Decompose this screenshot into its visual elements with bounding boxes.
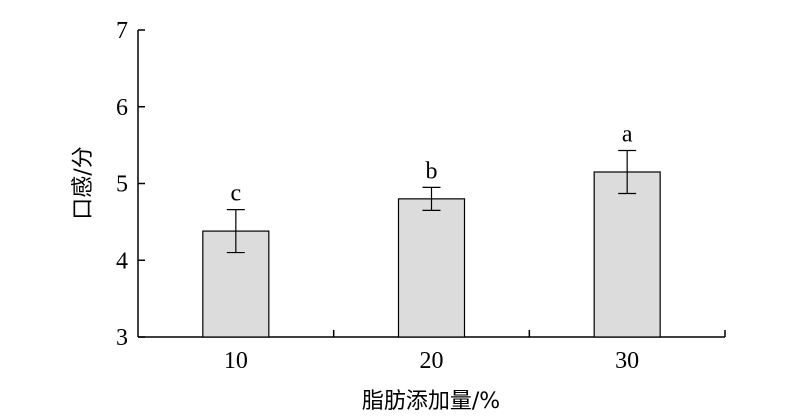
y-tick-label: 4 xyxy=(116,248,128,274)
x-tick-label: 20 xyxy=(420,348,444,374)
y-axis: 3 4 5 6 7 xyxy=(116,18,145,351)
y-tick-label: 3 xyxy=(116,325,128,351)
significance-labels: c b a xyxy=(231,121,633,206)
y-tick-label: 7 xyxy=(116,18,128,44)
y-ticks: 3 4 5 6 7 xyxy=(116,18,145,351)
bar xyxy=(593,171,661,338)
error-bars xyxy=(226,149,637,254)
y-axis-title: 口感/分 xyxy=(71,146,96,219)
significance-label: c xyxy=(231,181,242,207)
y-tick-label: 6 xyxy=(116,95,128,121)
bar xyxy=(397,198,466,338)
significance-label: a xyxy=(622,121,633,147)
significance-label: b xyxy=(426,158,438,184)
x-axis-title: 脂肪添加量/% xyxy=(362,389,500,414)
x-tick-label: 30 xyxy=(615,348,639,374)
y-tick-label: 5 xyxy=(116,172,128,198)
x-tick-label: 10 xyxy=(224,348,248,374)
x-ticks: 10 20 30 xyxy=(224,330,726,374)
